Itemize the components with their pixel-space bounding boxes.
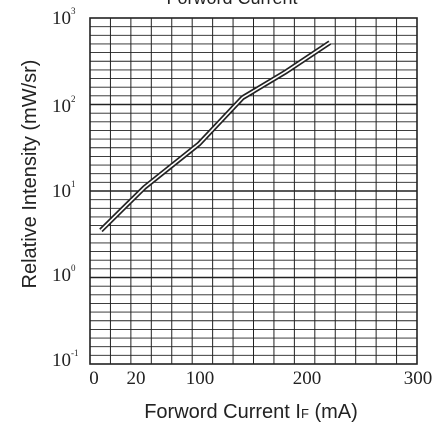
x-axis-label-main: Forword Current I xyxy=(144,401,301,423)
x-tick-label: 200 xyxy=(293,368,322,389)
x-tick-label: 20 xyxy=(127,368,146,389)
x-axis-label-subscript: F xyxy=(301,406,309,421)
y-tick-label: 100 xyxy=(52,263,76,286)
x-axis-label: Forword Current IF (mA) xyxy=(144,401,358,423)
y-tick-base: 10 xyxy=(52,181,71,202)
chart-title: Forword Current xyxy=(166,0,297,8)
x-axis-label-unit: (mA) xyxy=(309,401,358,423)
y-tick-exponent: 1 xyxy=(71,179,76,189)
y-tick-base: 10 xyxy=(52,8,71,29)
x-tick-label: 300 xyxy=(404,368,433,389)
x-tick-label: 0 xyxy=(89,368,99,389)
series-layer xyxy=(99,40,332,233)
plot-frame xyxy=(89,17,418,365)
x-tick-labels: 0 20 100 200 300 xyxy=(89,368,432,389)
y-tick-base: 10 xyxy=(52,350,71,371)
y-tick-base: 10 xyxy=(52,96,71,117)
y-tick-label: 102 xyxy=(52,94,76,117)
y-tick-label: 10-1 xyxy=(52,348,79,371)
y-tick-exponent: 3 xyxy=(71,6,76,16)
y-axis-label: Relative Intensity (mW/sr) xyxy=(19,60,41,289)
y-tick-label: 101 xyxy=(52,179,76,202)
series-line-inner xyxy=(100,41,331,231)
y-tick-exponent: 0 xyxy=(71,263,76,273)
series-line-outer xyxy=(99,40,332,233)
y-tick-base: 10 xyxy=(52,265,71,286)
y-tick-exponent: 2 xyxy=(71,94,76,104)
y-tick-exponent: -1 xyxy=(71,348,79,358)
y-tick-label: 103 xyxy=(52,6,76,29)
x-tick-label: 100 xyxy=(186,368,215,389)
grid xyxy=(90,18,417,364)
